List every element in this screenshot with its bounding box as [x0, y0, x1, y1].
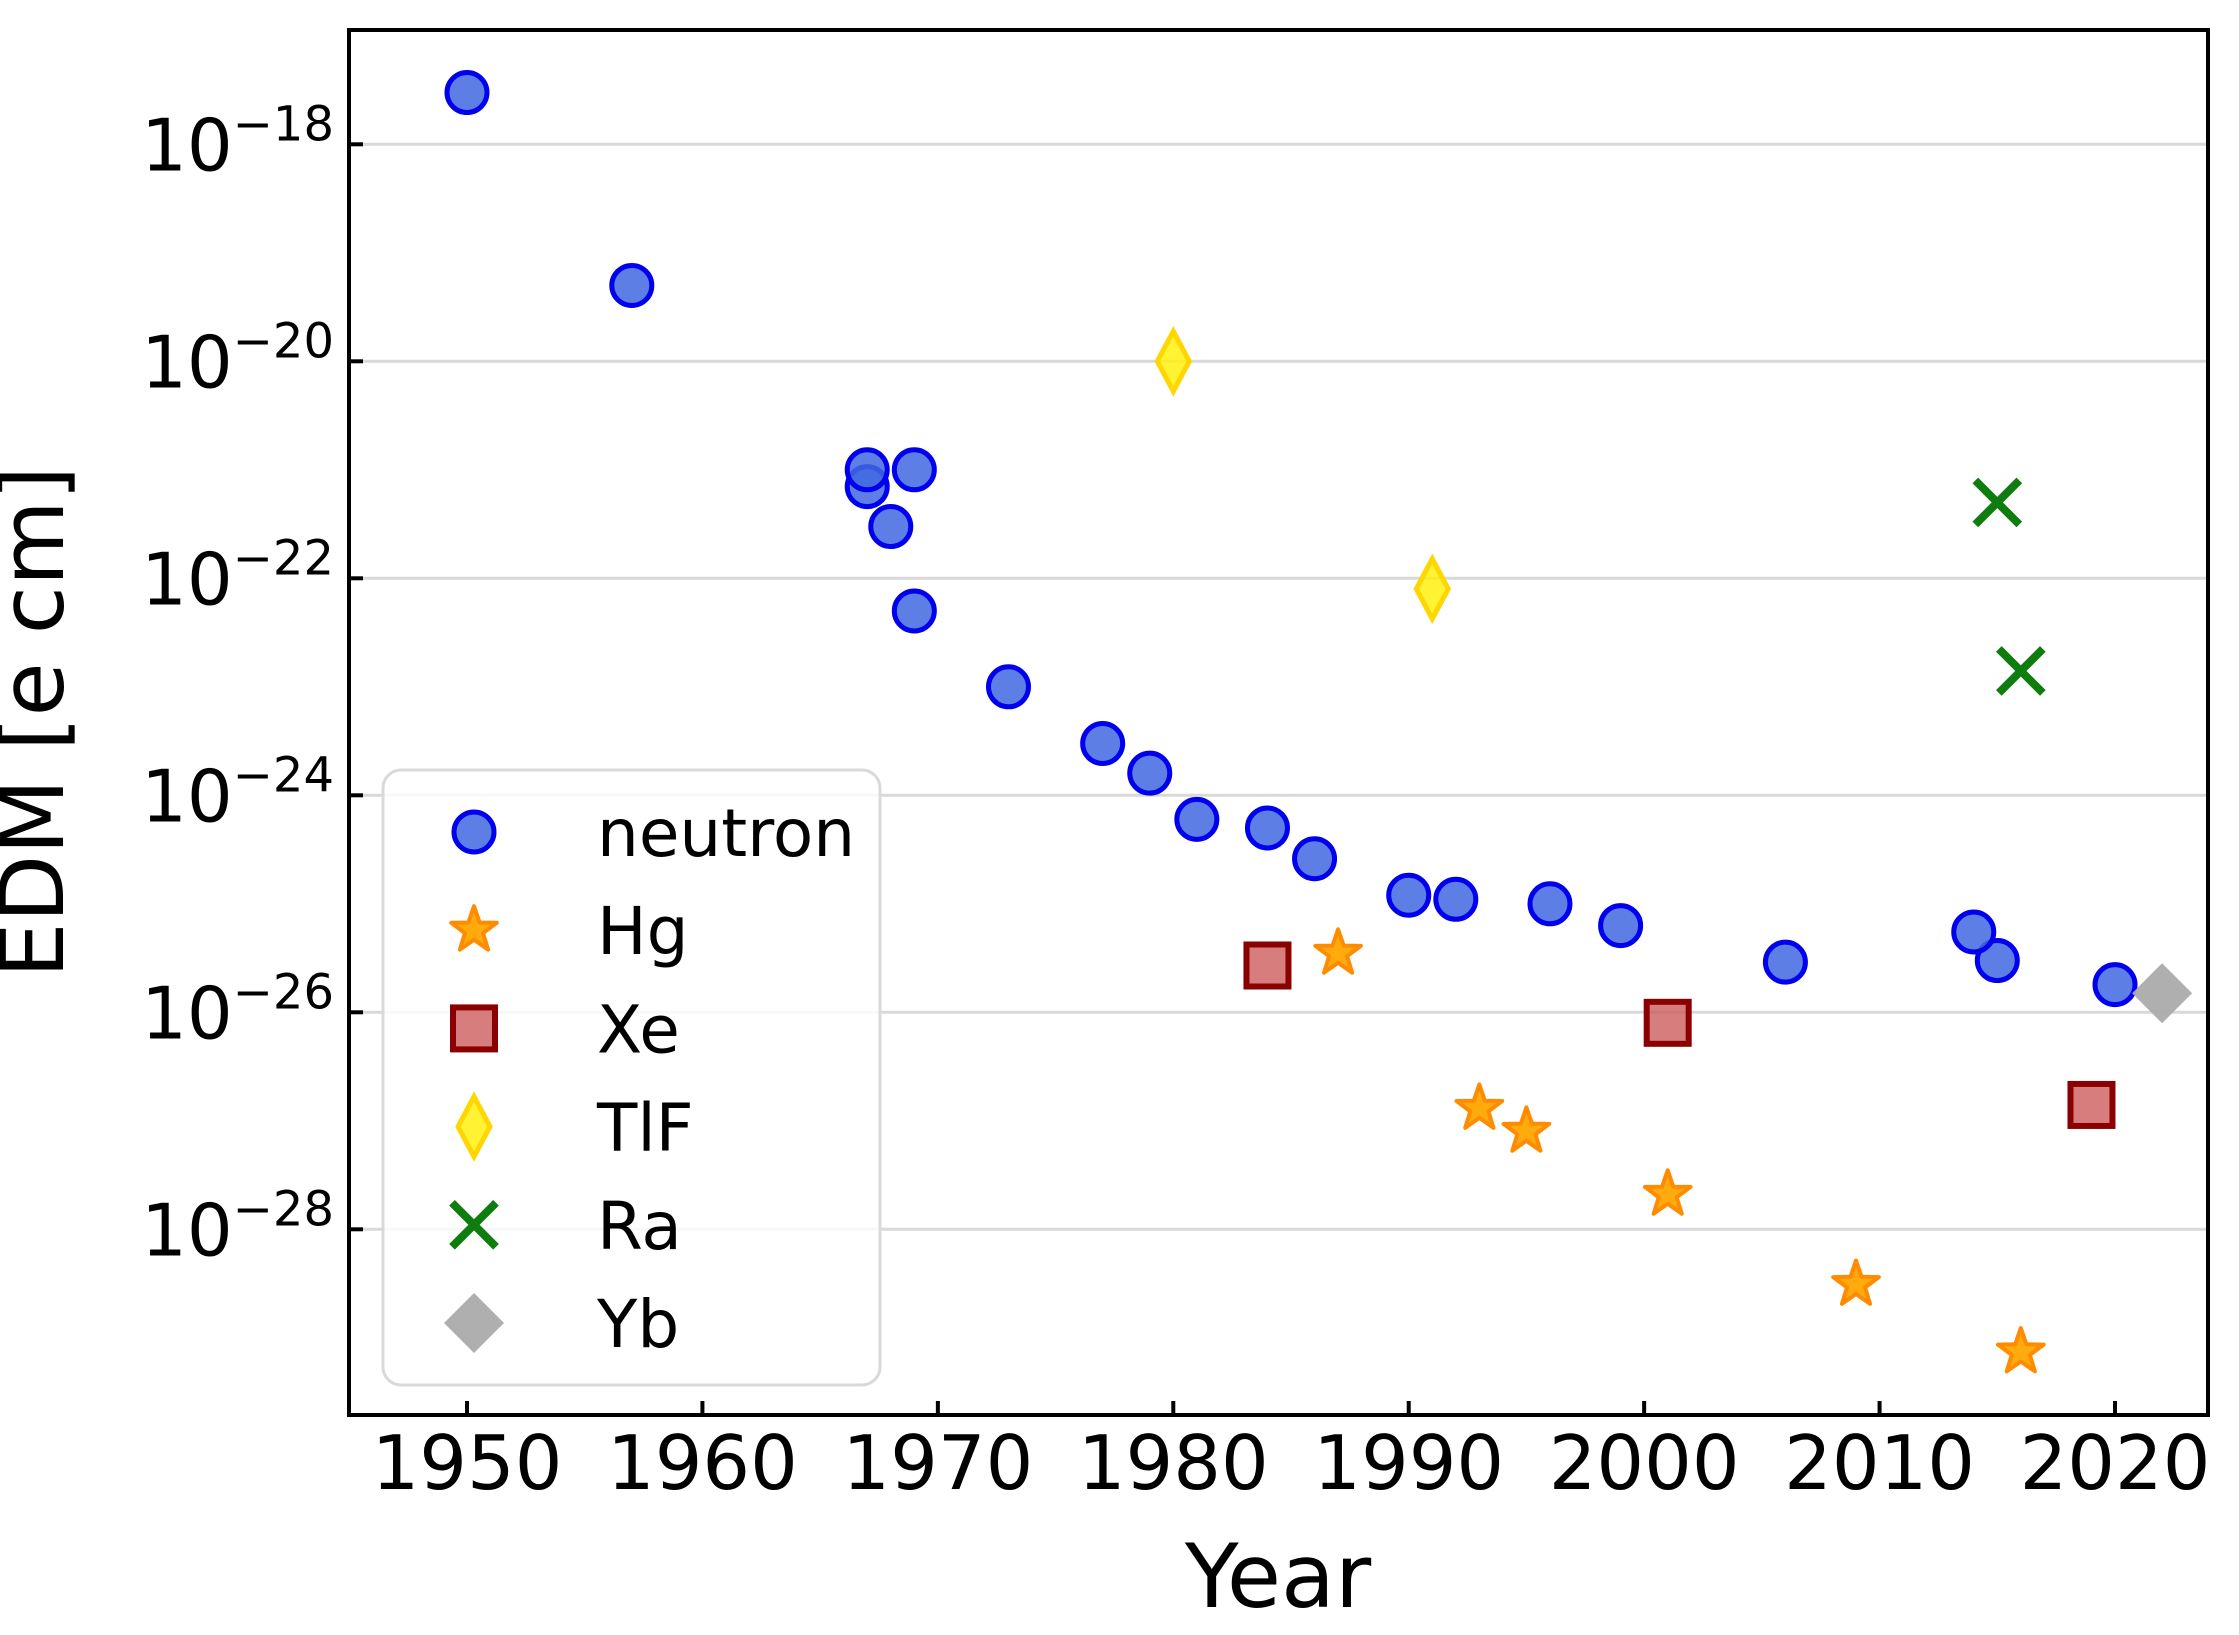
ra-marker-2015	[1972, 477, 2023, 528]
x-tick-label-1970: 1970	[842, 1419, 1033, 1507]
neutron-marker-2006	[1762, 939, 1808, 985]
neutron-marker-1967	[844, 447, 890, 493]
neutron-marker-1996	[1527, 881, 1573, 927]
plot-border	[347, 28, 2210, 1417]
x-tick-label-2020: 2020	[2020, 1419, 2211, 1507]
ra-marker-legend	[449, 1199, 499, 1250]
xe-marker-2001	[1643, 998, 1692, 1047]
legend-item-neutron: neutron	[451, 795, 855, 872]
x-tick-label-2010: 2010	[1784, 1419, 1975, 1507]
tlf-marker-legend	[455, 1091, 493, 1162]
x-tick-label-1950: 1950	[372, 1419, 563, 1507]
neutron-marker-1969	[891, 588, 937, 634]
neutron-marker-1977	[1080, 721, 1126, 767]
x-tick-label-1980: 1980	[1078, 1419, 1269, 1507]
axis-tick-labels: 1950 1960 1970 1980 1990 2000 2010 2020 10−18 10−…	[141, 96, 2210, 1507]
x-tick-label-1990: 1990	[1313, 1419, 1504, 1507]
neutron-marker-1969	[891, 447, 937, 493]
neutron-marker-1973	[985, 664, 1031, 710]
legend-item-ra: Ra	[449, 1188, 682, 1265]
tlf-marker-1991	[1413, 553, 1452, 625]
x-axis-label: Year	[1184, 1525, 1372, 1628]
y-tick-label-1e-26: 10−26	[141, 964, 334, 1055]
neutron-marker-1950	[444, 70, 490, 116]
hg-marker-1995	[1501, 1105, 1552, 1153]
neutron-marker-legend	[451, 809, 497, 855]
xe-marker-legend	[450, 1004, 498, 1053]
legend-label-yb: Yb	[596, 1286, 679, 1363]
x-tick-label-2000: 2000	[1549, 1419, 1740, 1507]
x-tick-label-1960: 1960	[607, 1419, 798, 1507]
legend-item-xe: Xe	[450, 991, 680, 1068]
y-tick-label-1e-24: 10−24	[141, 747, 334, 838]
y-tick-label-1e-18: 10−18	[141, 96, 334, 187]
legend-label-neutron: neutron	[597, 795, 855, 872]
hg-marker-2001	[1642, 1168, 1693, 1216]
data-points	[444, 70, 2193, 1374]
neutron-marker-2020	[2092, 962, 2138, 1008]
xe-marker-1984	[1243, 941, 1292, 990]
hg-marker-1993	[1454, 1082, 1505, 1130]
hg-marker-legend	[449, 904, 499, 952]
neutron-marker-1981	[1174, 796, 1220, 842]
y-tick-label-1e-22: 10−22	[141, 530, 334, 621]
neutron-marker-1979	[1127, 750, 1173, 796]
legend: neutron Hg Xe TlF Ra Yb	[381, 768, 882, 1387]
tlf-marker-1980	[1154, 325, 1193, 397]
legend-label-ra: Ra	[597, 1188, 682, 1265]
legend-label-xe: Xe	[597, 991, 680, 1068]
axis-ticks	[349, 142, 2118, 1415]
legend-label-tlf: TlF	[596, 1090, 694, 1167]
neutron-marker-1999	[1598, 903, 1644, 949]
neutron-marker-1957	[609, 262, 655, 308]
y-axis-label: EDM [e cm]	[0, 466, 84, 978]
neutron-marker-2015	[1974, 938, 2020, 984]
xe-marker-2019	[2067, 1080, 2116, 1129]
legend-item-yb: Yb	[444, 1286, 679, 1363]
y-tick-label-1e-28: 10−28	[141, 1181, 334, 1272]
neutron-marker-1968	[868, 504, 914, 550]
hg-marker-2016	[1996, 1326, 2046, 1374]
neutron-marker-1984	[1244, 805, 1290, 851]
neutron-marker-1986	[1292, 836, 1338, 882]
yb-marker-legend	[444, 1293, 504, 1353]
hg-marker-2009	[1831, 1258, 1881, 1306]
legend-item-tlf: TlF	[455, 1090, 694, 1167]
hg-marker-1987	[1313, 927, 1363, 975]
legend-item-hg: Hg	[449, 893, 689, 970]
yb-marker-2022	[2132, 963, 2193, 1024]
neutron-marker-1990	[1386, 872, 1432, 918]
ra-marker-2016	[1996, 646, 2046, 696]
neutron-marker-2014	[1951, 909, 1997, 955]
legend-box	[381, 768, 882, 1387]
neutron-marker-1992	[1433, 876, 1479, 922]
y-tick-label-1e-20: 10−20	[141, 313, 334, 404]
legend-label-hg: Hg	[597, 893, 689, 970]
